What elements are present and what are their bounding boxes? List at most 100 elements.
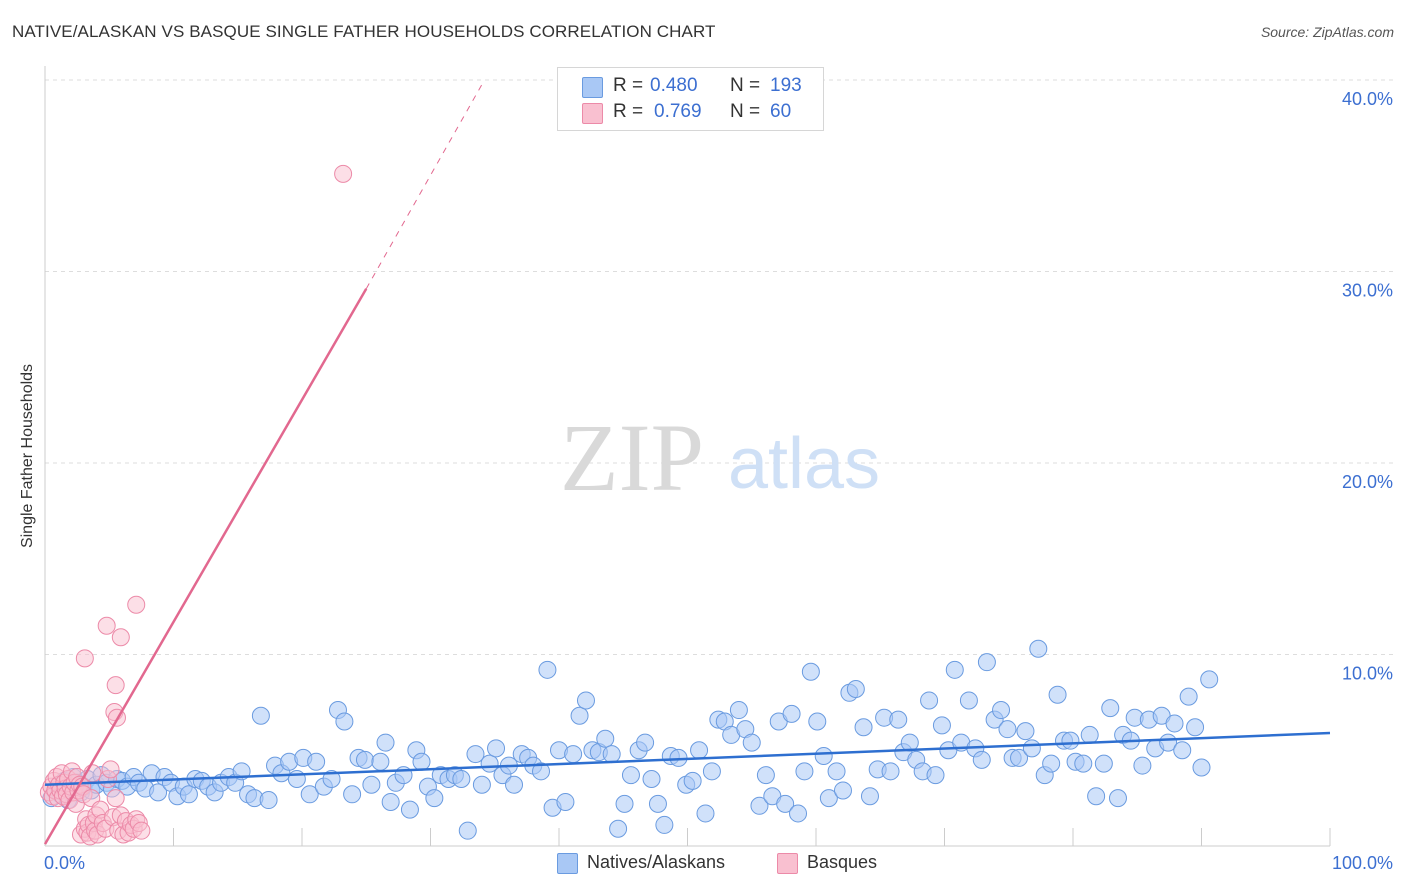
data-point-natives: [833, 781, 852, 800]
data-point-natives: [1087, 787, 1106, 806]
x-tick-label: 0.0%: [44, 853, 85, 873]
data-point-natives: [609, 819, 628, 838]
data-point-basques: [127, 595, 146, 614]
data-point-basques: [334, 164, 353, 183]
data-point-natives: [1029, 639, 1048, 658]
data-point-natives: [251, 706, 270, 725]
data-point-natives: [179, 785, 198, 804]
data-point-natives: [149, 783, 168, 802]
data-point-natives: [425, 789, 444, 808]
data-point-natives: [756, 766, 775, 785]
data-point-natives: [920, 691, 939, 710]
y-axis-label: Single Father Households: [19, 363, 36, 549]
data-point-natives: [1074, 754, 1093, 773]
data-point-natives: [381, 792, 400, 811]
legend-n-value: 60: [770, 101, 792, 122]
series-legend: Natives/Alaskans Basques: [0, 852, 1406, 876]
data-point-natives: [556, 792, 575, 811]
data-point-natives: [355, 750, 374, 769]
data-point-natives: [307, 752, 326, 771]
data-point-natives: [814, 746, 833, 765]
data-point-basques: [75, 649, 94, 668]
legend-swatch-basques: [582, 103, 603, 124]
data-point-natives: [259, 791, 278, 810]
data-point-natives: [466, 745, 485, 764]
data-point-natives: [795, 762, 814, 781]
data-point-natives: [642, 769, 661, 788]
data-point-natives: [959, 691, 978, 710]
legend-r-value: 0.769: [654, 101, 702, 122]
data-point-natives: [412, 752, 431, 771]
data-point-natives: [854, 718, 873, 737]
data-point-natives: [742, 733, 761, 752]
data-point-natives: [1186, 718, 1205, 737]
data-point-natives: [1042, 754, 1061, 773]
legend-swatch-basques: [777, 853, 798, 874]
x-tick-label: 100.0%: [1332, 853, 1393, 873]
data-point-natives: [972, 750, 991, 769]
correlation-legend: R = 0.480 N = 193 R = 0.769 N = 60: [557, 67, 824, 131]
legend-n-label: N =: [730, 101, 761, 122]
watermark-zip: ZIP: [560, 404, 704, 511]
trend-line-basques: [43, 288, 368, 845]
data-point-natives: [881, 762, 900, 781]
tick-labels: 10.0% 20.0% 30.0% 40.0% 0.0% 100.0%: [44, 89, 1393, 873]
data-point-natives: [998, 720, 1017, 739]
data-point-natives: [458, 821, 477, 840]
legend-swatch-natives: [557, 853, 578, 874]
data-point-natives: [846, 679, 865, 698]
chart-title: NATIVE/ALASKAN VS BASQUE SINGLE FATHER H…: [12, 22, 716, 41]
data-point-natives: [576, 691, 595, 710]
data-point-natives: [696, 804, 715, 823]
data-point-natives: [400, 800, 419, 819]
data-point-basques: [101, 760, 120, 779]
data-point-natives: [1016, 722, 1035, 741]
legend-label-natives: Natives/Alaskans: [587, 852, 726, 872]
data-point-natives: [602, 745, 621, 764]
data-point-natives: [287, 769, 306, 788]
data-point-natives: [827, 762, 846, 781]
legend-r-label: R =: [613, 75, 644, 96]
grid-lines: [45, 79, 1395, 655]
data-point-natives: [335, 712, 354, 731]
data-point-natives: [860, 787, 879, 806]
data-point-natives: [690, 741, 709, 760]
data-point-natives: [452, 769, 471, 788]
data-point-natives: [1048, 685, 1067, 704]
data-point-natives: [1200, 670, 1219, 689]
data-point-basques: [106, 789, 125, 808]
legend-swatch-natives: [582, 77, 603, 98]
data-point-natives: [926, 766, 945, 785]
data-point-natives: [992, 701, 1011, 720]
data-point-natives: [932, 716, 951, 735]
data-point-natives: [1022, 739, 1041, 758]
legend-r-value: 0.480: [650, 75, 698, 96]
data-point-basques: [132, 821, 151, 840]
y-tick-label: 20.0%: [1342, 472, 1393, 492]
data-point-natives: [376, 733, 395, 752]
data-point-natives: [1080, 725, 1099, 744]
data-point-natives: [801, 662, 820, 681]
data-point-natives: [1192, 758, 1211, 777]
data-point-natives: [1108, 789, 1127, 808]
data-point-natives: [564, 745, 583, 764]
data-point-natives: [889, 710, 908, 729]
data-point-natives: [621, 766, 640, 785]
data-point-natives: [1101, 699, 1120, 718]
data-point-natives: [1179, 687, 1198, 706]
data-point-natives: [776, 794, 795, 813]
data-point-natives: [362, 775, 381, 794]
data-point-natives: [596, 729, 615, 748]
trend-line-basques-extension: [365, 79, 485, 289]
data-point-natives: [729, 701, 748, 720]
data-point-natives: [782, 704, 801, 723]
data-point-natives: [648, 794, 667, 813]
data-point-natives: [1061, 731, 1080, 750]
y-tick-label: 30.0%: [1342, 281, 1393, 301]
data-point-natives: [322, 769, 341, 788]
data-point-natives: [371, 752, 390, 771]
trend-lines: [43, 79, 1331, 845]
data-point-natives: [1165, 714, 1184, 733]
data-point-natives: [615, 794, 634, 813]
